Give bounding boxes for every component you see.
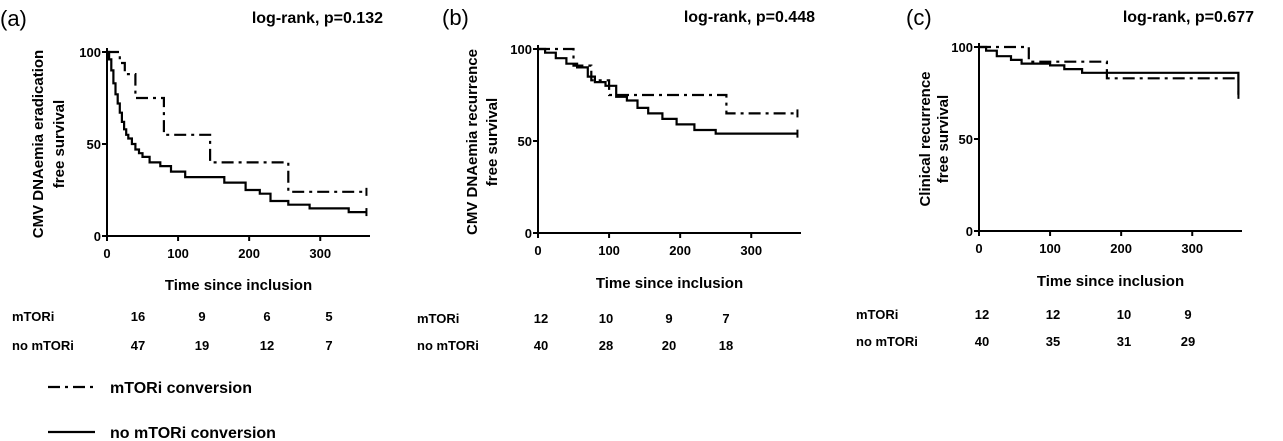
x-tick-label: 200 bbox=[1110, 241, 1132, 256]
series-line-mtori bbox=[538, 47, 798, 115]
risk-value: 20 bbox=[662, 338, 676, 353]
risk-row-label: no mTORi bbox=[856, 334, 918, 349]
y-axis-label: CMV DNAemia recurrence bbox=[464, 49, 481, 235]
logrank-annotation: log-rank, p=0.448 bbox=[684, 9, 815, 26]
x-tick-label: 100 bbox=[1039, 241, 1061, 256]
risk-value: 12 bbox=[534, 311, 548, 326]
risk-row-label: mTORi bbox=[417, 311, 459, 326]
y-tick-label: 50 bbox=[87, 137, 101, 152]
y-tick-label: 0 bbox=[94, 229, 101, 244]
y-axis-label: free survival bbox=[51, 100, 68, 188]
y-tick-label: 0 bbox=[525, 226, 532, 241]
x-tick-label: 0 bbox=[975, 241, 982, 256]
risk-value: 18 bbox=[719, 338, 733, 353]
risk-value: 9 bbox=[665, 311, 672, 326]
panel-label: (b) bbox=[442, 5, 469, 30]
risk-value: 28 bbox=[599, 338, 613, 353]
risk-row-label: mTORi bbox=[856, 307, 898, 322]
risk-value: 12 bbox=[1046, 307, 1060, 322]
risk-row-label: no mTORi bbox=[417, 338, 479, 353]
risk-value: 9 bbox=[1184, 307, 1191, 322]
risk-value: 12 bbox=[975, 307, 989, 322]
logrank-annotation: log-rank, p=0.132 bbox=[252, 10, 383, 27]
risk-value: 7 bbox=[325, 338, 332, 353]
risk-value: 10 bbox=[599, 311, 613, 326]
x-tick-label: 300 bbox=[309, 246, 331, 261]
y-axis-label: CMV DNAemia eradication bbox=[30, 50, 47, 238]
series-line-no-mtori bbox=[979, 45, 1240, 95]
y-axis-label: free survival bbox=[484, 98, 501, 186]
risk-value: 35 bbox=[1046, 334, 1060, 349]
chart-panel-b: (b) log-rank, p=0.448 CMV DNAemia recurren… bbox=[417, 5, 815, 353]
risk-value: 47 bbox=[131, 338, 145, 353]
x-axis-label: Time since inclusion bbox=[596, 275, 743, 292]
chart-panels: (a) log-rank, p=0.132 CMV DNAemia eradicat… bbox=[0, 5, 1254, 353]
chart-panel-c: (c) log-rank, p=0.677 Clinical recurrence f… bbox=[856, 5, 1254, 349]
y-tick-label: 100 bbox=[510, 42, 532, 57]
series-line-mtori bbox=[979, 45, 1239, 80]
risk-row-label: no mTORi bbox=[12, 338, 74, 353]
risk-value: 5 bbox=[325, 309, 332, 324]
panel-label: (c) bbox=[906, 5, 932, 30]
risk-value: 16 bbox=[131, 309, 145, 324]
risk-value: 40 bbox=[534, 338, 548, 353]
x-tick-label: 100 bbox=[598, 243, 620, 258]
chart-panel-a: (a) log-rank, p=0.132 CMV DNAemia eradicat… bbox=[0, 6, 383, 353]
series-line-no-mtori bbox=[538, 47, 798, 135]
risk-value: 12 bbox=[260, 338, 274, 353]
y-tick-label: 100 bbox=[79, 45, 101, 60]
y-tick-label: 0 bbox=[966, 224, 973, 239]
legend-label: mTORi conversion bbox=[110, 380, 252, 397]
logrank-annotation: log-rank, p=0.677 bbox=[1123, 9, 1254, 26]
risk-value: 31 bbox=[1117, 334, 1131, 349]
y-tick-label: 100 bbox=[951, 40, 973, 55]
x-tick-label: 300 bbox=[740, 243, 762, 258]
risk-value: 29 bbox=[1181, 334, 1195, 349]
legend: mTORi conversion no mTORi conversion bbox=[48, 380, 276, 441]
risk-value: 10 bbox=[1117, 307, 1131, 322]
x-tick-label: 100 bbox=[167, 246, 189, 261]
x-axis-label: Time since inclusion bbox=[165, 277, 312, 294]
x-axis-label: Time since inclusion bbox=[1037, 273, 1184, 290]
x-tick-label: 200 bbox=[238, 246, 260, 261]
series-line-mtori bbox=[107, 50, 367, 193]
y-tick-label: 50 bbox=[959, 132, 973, 147]
x-tick-label: 300 bbox=[1181, 241, 1203, 256]
risk-value: 7 bbox=[722, 311, 729, 326]
y-axis-label: free survival bbox=[935, 95, 952, 183]
panel-label: (a) bbox=[0, 6, 27, 31]
risk-value: 40 bbox=[975, 334, 989, 349]
risk-value: 6 bbox=[263, 309, 270, 324]
risk-row-label: mTORi bbox=[12, 309, 54, 324]
risk-value: 9 bbox=[198, 309, 205, 324]
risk-value: 19 bbox=[195, 338, 209, 353]
x-tick-label: 0 bbox=[534, 243, 541, 258]
x-tick-label: 200 bbox=[669, 243, 691, 258]
legend-label: no mTORi conversion bbox=[110, 425, 276, 441]
x-tick-label: 0 bbox=[103, 246, 110, 261]
series-line-no-mtori bbox=[107, 50, 367, 214]
y-axis-label: Clinical recurrence bbox=[917, 71, 934, 206]
y-tick-label: 50 bbox=[518, 134, 532, 149]
